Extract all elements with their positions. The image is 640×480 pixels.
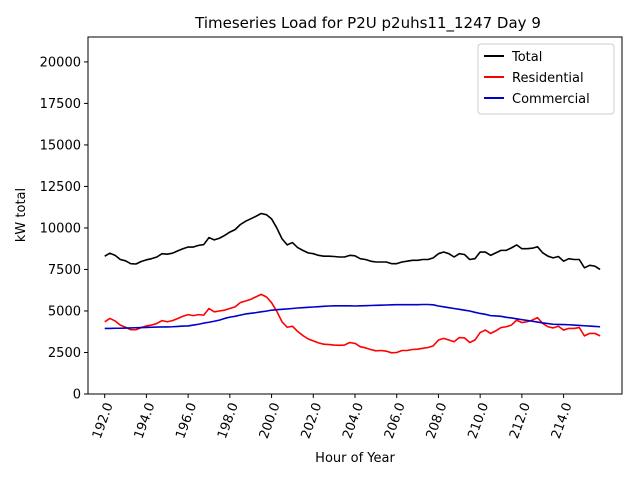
x-tick-label: 214.0 bbox=[549, 401, 576, 441]
x-tick-label: 202.0 bbox=[298, 401, 325, 441]
legend: Total Residential Commercial bbox=[477, 43, 615, 115]
y-axis: 0 2500 5000 7500 10000 12500 15000 17500 20000 bbox=[40, 55, 88, 403]
x-tick-label: 196.0 bbox=[173, 401, 200, 441]
x-tick-label: 204.0 bbox=[340, 401, 367, 441]
series-line-residential bbox=[104, 293, 601, 354]
x-tick-label: 200.0 bbox=[257, 401, 284, 441]
y-tick-label: 12500 bbox=[40, 180, 81, 195]
x-axis-title: Hour of Year bbox=[315, 451, 395, 466]
legend-label-commercial: Commercial bbox=[512, 92, 590, 107]
x-tick-label: 206.0 bbox=[382, 401, 409, 441]
chart-title: Timeseries Load for P2U p2uhs11_1247 Day… bbox=[194, 14, 541, 33]
x-tick-label: 208.0 bbox=[424, 401, 451, 441]
y-tick-label: 2500 bbox=[48, 346, 81, 361]
x-axis: 192.0 194.0 196.0 198.0 200.0 202.0 204.0 206.0… bbox=[90, 394, 576, 441]
y-axis-title: kW total bbox=[14, 188, 29, 242]
y-tick-label: 15000 bbox=[40, 138, 81, 153]
series-layer bbox=[104, 212, 601, 354]
legend-box bbox=[477, 43, 615, 115]
y-tick-label: 20000 bbox=[40, 55, 81, 70]
y-tick-label: 7500 bbox=[48, 263, 81, 278]
y-tick-label: 10000 bbox=[40, 221, 81, 236]
x-tick-label: 194.0 bbox=[132, 401, 159, 441]
x-tick-label: 198.0 bbox=[215, 401, 242, 441]
x-tick-label: 210.0 bbox=[465, 401, 492, 441]
x-tick-label: 212.0 bbox=[507, 401, 534, 441]
series-line-commercial bbox=[104, 303, 601, 330]
x-tick-label: 192.0 bbox=[90, 401, 117, 441]
series-line-total bbox=[104, 212, 601, 271]
y-tick-label: 0 bbox=[73, 388, 81, 403]
y-tick-label: 17500 bbox=[40, 97, 81, 112]
legend-label-residential: Residential bbox=[512, 71, 584, 86]
legend-label-total: Total bbox=[511, 50, 542, 65]
y-tick-label: 5000 bbox=[48, 304, 81, 319]
